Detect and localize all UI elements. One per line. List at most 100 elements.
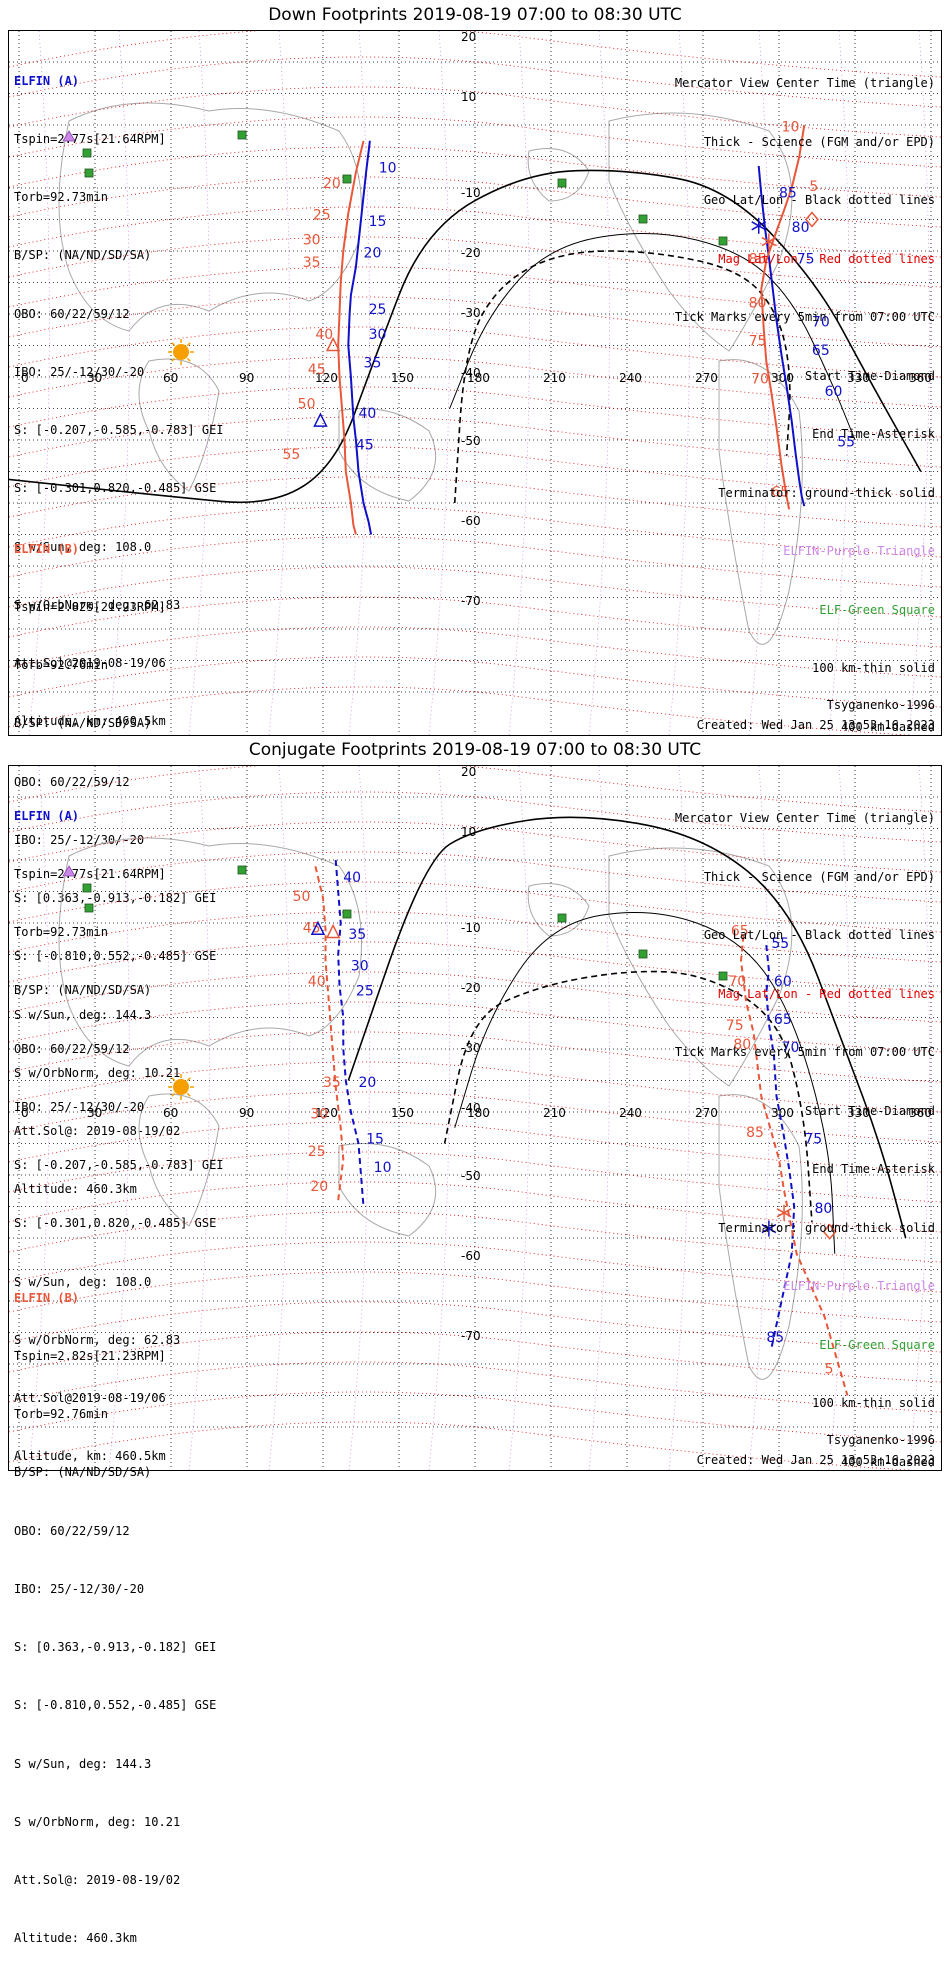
mag-latitude-line xyxy=(9,1421,914,1470)
longitude-tick-label: 210 xyxy=(543,1106,566,1120)
elfin-a-line: Altitude, km: 460.5km xyxy=(14,1449,166,1464)
mag-latitude-line xyxy=(9,1031,941,1083)
elf-ground-station xyxy=(638,949,648,959)
legend-item: ELF-Green Square xyxy=(819,602,935,617)
latitude-tick-label: 10 xyxy=(461,90,476,104)
longitude-tick-label: 180 xyxy=(467,1106,490,1120)
view-center-triangle xyxy=(325,336,341,352)
elfin-a-line: S: [-0.207,-0.585,-0.783] GEI xyxy=(14,423,224,438)
longitude-tick-label: 330 xyxy=(847,371,870,385)
elfin-b-info: ELFIN (B) Tspin=2.82s[21.23RPM] Torb=92.… xyxy=(14,501,216,1238)
longitude-tick-label: 90 xyxy=(239,371,254,385)
elfin-b-tick-label: 20 xyxy=(310,1179,328,1195)
mag-latitude-line xyxy=(9,1151,941,1203)
mag-latitude-line xyxy=(9,851,941,903)
elfin-b-tick-label: 85 xyxy=(746,1125,764,1141)
legend-item: Terminator: ground-thick solid xyxy=(718,485,935,500)
mag-latitude-line xyxy=(9,146,941,198)
latitude-tick-label: -70 xyxy=(461,1329,481,1343)
longitude-tick-label: 300 xyxy=(771,371,794,385)
longitude-tick-label: 150 xyxy=(391,1106,414,1120)
sun-icon xyxy=(173,1079,189,1095)
elfin-b-track xyxy=(760,124,806,510)
sun-ray xyxy=(171,357,176,362)
elf-ground-station xyxy=(718,236,728,246)
longitude-tick-label: 210 xyxy=(543,371,566,385)
elfin-b-line: S: [0.363,-0.913,-0.182] GEI xyxy=(14,1640,217,1655)
terminator-ground xyxy=(9,169,922,504)
legend-item: 100 km-thin solid xyxy=(812,1396,935,1410)
mag-latitude-line xyxy=(9,1001,941,1053)
continent-outline xyxy=(527,148,590,202)
conjugate-footprints-panel: 0 30 60 90 120 150 180 210 240 270 300 330 360 70 60 50… xyxy=(8,765,942,1945)
legend-item: 400 km-dashed xyxy=(841,719,935,734)
mag-latitude-line xyxy=(9,1211,941,1263)
mag-longitude-line xyxy=(108,31,130,735)
elfin-a-tick-label: 70 xyxy=(782,1040,800,1056)
legend-item: Geo Lat/Lon - Black dotted lines xyxy=(703,928,935,942)
elfin-b-tick-label: 75 xyxy=(749,334,767,350)
mag-longitude-line xyxy=(188,31,210,735)
end-time-asterisk xyxy=(761,1223,777,1234)
elfin-b-tick-label: 45 xyxy=(308,362,326,378)
elfin-b-line: S: [-0.810,0.552,-0.485] GSE xyxy=(14,1698,217,1713)
legend-item: ELF-Green Square xyxy=(819,1337,935,1352)
mag-longitude-line xyxy=(588,31,610,735)
elfin-a-tick-label: 55 xyxy=(837,434,855,450)
latitude-tick-label: -50 xyxy=(461,434,481,448)
view-center-triangle xyxy=(325,923,341,939)
created-timestamp: Created: Wed Jan 25 13:53:16 2023 xyxy=(696,718,935,732)
mag-latitude-line xyxy=(9,296,941,348)
longitude-tick-label: 360 xyxy=(909,371,932,385)
mag-latitude-line xyxy=(9,1121,941,1173)
legend-item: ELFIN-Purple Triangle xyxy=(783,1279,935,1293)
elfin-b-line: S w/OrbNorm, deg: 10.21 xyxy=(14,1065,181,1080)
mag-longitude-line xyxy=(748,766,770,1470)
map-canvas: 0 30 60 90 120 150 180 210 240 270 300 330 360 70 60 50… xyxy=(9,766,941,1470)
mag-longitude-line xyxy=(348,31,370,735)
latitude-tick-label: 20 xyxy=(461,766,476,779)
legend-item: Thick - Science (FGM and/or EPD) xyxy=(703,134,935,149)
elfin-b-line: S: [-0.810,0.552,-0.485] GSE xyxy=(14,949,217,964)
end-time-asterisk xyxy=(776,1208,792,1218)
elfin-b-tick-label: 55 xyxy=(282,447,300,463)
elfin-b-tick-label: 25 xyxy=(308,1144,326,1160)
elfin-b-attsol: Att.Sol@: 2019-08-19/02 xyxy=(14,1124,181,1138)
elfin-a-line: S: [-0.207,-0.585,-0.783] GEI xyxy=(14,1158,224,1173)
legend-item: Start Time-Diamond xyxy=(804,1103,935,1118)
sun-ray xyxy=(186,357,191,362)
latitude-tick-label: -10 xyxy=(461,921,481,935)
mag-latitude-line xyxy=(9,266,941,318)
elfin-a-tick-label: 80 xyxy=(792,220,810,236)
elfin-b-tick-label: 80 xyxy=(749,296,767,312)
elf-ground-station xyxy=(718,971,728,981)
terminator-100km xyxy=(454,912,836,1254)
elfin-a-line: OBO: 60/22/59/12 xyxy=(14,1041,130,1056)
elfin-b-tick-label: 25 xyxy=(313,208,331,224)
elfin-b-tick-label: 65 xyxy=(771,485,789,501)
elfin-a-tick-label: 10 xyxy=(379,160,397,176)
continent-outline xyxy=(338,408,437,502)
view-center-triangle xyxy=(310,920,326,936)
elfin-a-line: S w/OrbNorm, deg: 62.83 xyxy=(14,1332,181,1347)
longitude-tick-label: 270 xyxy=(695,371,718,385)
mag-longitude-line xyxy=(28,766,50,1470)
elfin-a-line: S: [-0.301,0.820,-0.485] GSE xyxy=(14,481,217,496)
continent-outline xyxy=(58,837,362,1067)
legend-item: Thick - Science (FGM and/or EPD) xyxy=(703,869,935,884)
elfin-b-line: B/SP: (NA/ND/SD/SA) xyxy=(14,1465,152,1480)
legend-item: End Time-Asterisk xyxy=(812,1162,935,1176)
mag-latitude-line xyxy=(9,506,941,558)
elfin-a-tick-label: 25 xyxy=(356,983,374,999)
longitude-tick-label: 240 xyxy=(619,371,642,385)
longitude-tick-label: 60 xyxy=(163,371,178,385)
mag-latitude-line xyxy=(9,326,941,378)
mag-longitude-line xyxy=(828,31,850,735)
elfin-a-line: Altitude, km: 460.5km xyxy=(14,714,166,729)
sun-ray xyxy=(171,1077,176,1082)
elfin-a-line: Att.Sol@2019-08-19/06 xyxy=(14,656,166,670)
latitude-tick-label: -40 xyxy=(461,1101,481,1115)
longitude-tick-label: 0 xyxy=(21,371,29,385)
mag-longitude-line xyxy=(348,766,370,1470)
map-legend: Mercator View Center Time (triangle) Thi… xyxy=(675,35,935,776)
